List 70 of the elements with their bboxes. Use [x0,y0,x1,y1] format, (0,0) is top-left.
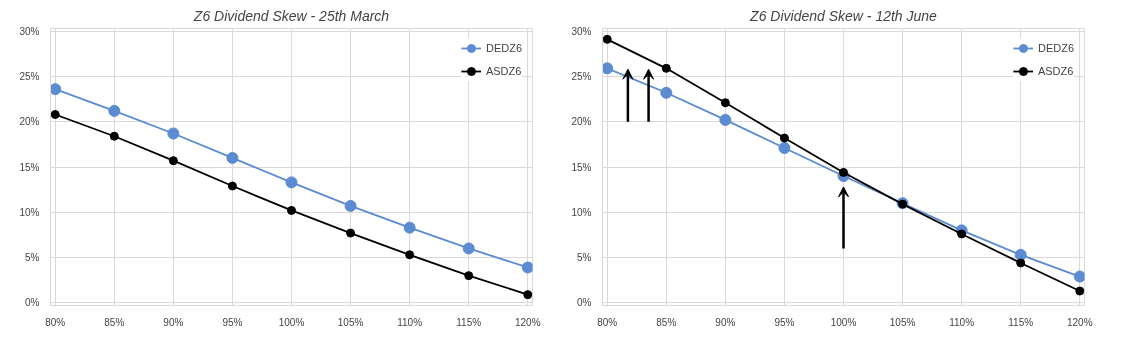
y-tick-label: 0% [577,297,592,309]
x-tick-label: 105% [337,316,364,328]
point [346,228,356,238]
point [1075,286,1085,296]
point [344,199,357,212]
x-tick-label: 105% [889,316,916,328]
x-tick-label: 100% [830,316,857,328]
x-tick-label: 85% [656,316,677,328]
point [602,62,614,75]
y-tick-label: 10% [19,206,40,218]
x-tick-label: 100% [278,316,305,328]
y-tick-label: 25% [19,70,40,82]
y-tick-label: 0% [25,297,40,309]
point [227,181,237,191]
x-tick-label: 80% [597,316,618,328]
y-tick-label: 15% [571,161,592,173]
point [1016,258,1026,268]
point [168,156,178,166]
x-tick-label: 120% [1066,316,1093,328]
legend-label: ASDZ6 [1037,65,1074,77]
y-tick-label: 30% [19,25,40,37]
point [1014,248,1027,261]
point [719,113,732,126]
y-tick-label: 30% [571,25,592,37]
x-tick-label: 85% [104,316,125,328]
legend-label: DEDZ6 [485,42,522,54]
x-tick-label: 115% [1008,316,1034,328]
x-tick-label: 90% [163,316,184,328]
y-tick-label: 10% [571,206,592,218]
x-tick-label: 95% [774,316,795,328]
y-tick-label: 25% [571,70,592,82]
point [285,176,298,189]
y-tick-label: 20% [571,116,592,128]
y-tick-label: 5% [25,252,40,264]
point [660,86,673,99]
legend-label: ASDZ6 [485,65,522,77]
point [108,104,121,117]
point [167,127,180,140]
point [602,34,612,44]
point [779,133,789,143]
chart-title: Z6 Dividend Skew - 12th June [749,7,938,24]
x-tick-label: 120% [514,316,541,328]
x-tick-label: 115% [456,316,482,328]
x-tick-label: 90% [715,316,736,328]
y-tick-label: 15% [19,161,40,173]
point [720,98,730,108]
point [287,205,296,215]
x-tick-label: 80% [45,316,66,328]
point [1073,270,1085,283]
point [464,271,474,281]
x-tick-label: 110% [949,316,975,328]
point [50,83,62,96]
point [50,110,60,119]
y-tick-label: 5% [577,252,592,264]
point [521,261,533,274]
point [462,242,475,255]
chart-title: Z6 Dividend Skew - 25th March [192,7,390,24]
point [226,151,239,164]
x-tick-label: 95% [222,316,243,328]
x-tick-label: 110% [397,316,423,328]
point [778,142,791,154]
point [661,63,671,73]
point [957,229,967,239]
point [109,131,119,141]
y-tick-label: 20% [19,116,40,128]
point [839,167,848,177]
legend-label: DEDZ6 [1037,42,1074,54]
point [523,290,533,300]
point [403,221,416,234]
point [405,250,415,260]
